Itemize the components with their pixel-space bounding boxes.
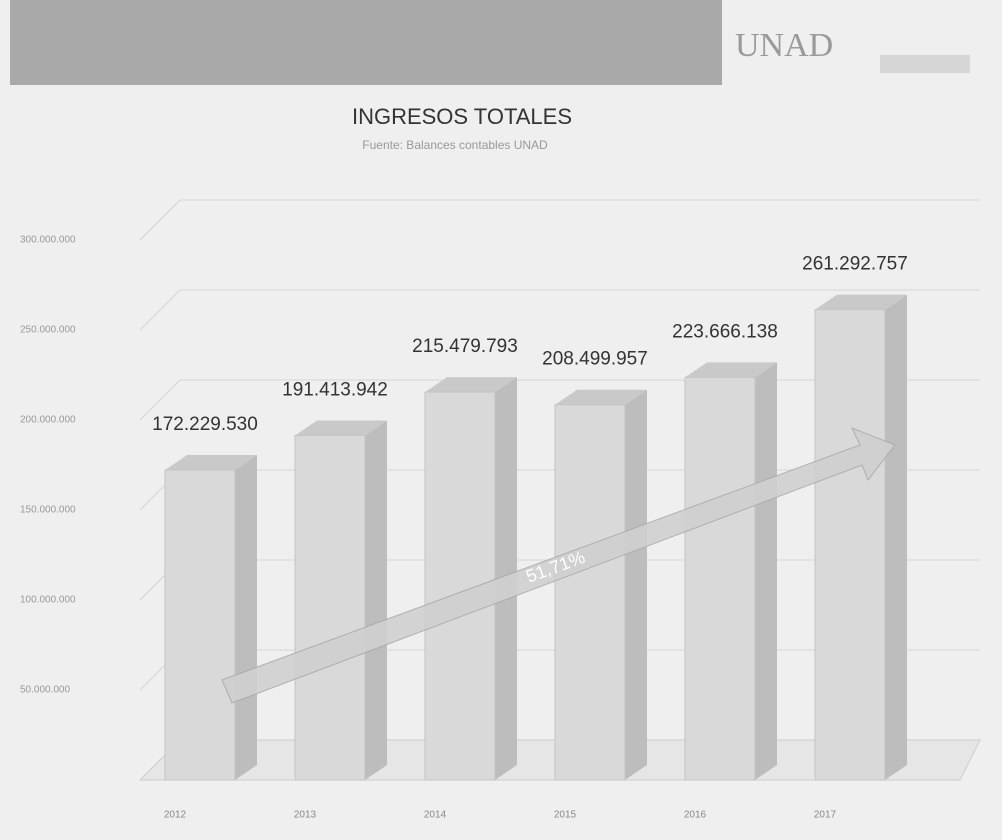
value-label: 223.666.138: [672, 321, 778, 342]
bar-top: [425, 377, 517, 393]
logo: UNAD: [735, 27, 833, 64]
value-label: 208.499.957: [542, 349, 648, 370]
value-label: 172.229.530: [152, 414, 258, 435]
logo-mark: [880, 55, 970, 73]
bar: [294, 434, 366, 781]
bar: [684, 376, 756, 781]
x-tick-label: 2014: [424, 810, 447, 821]
y-tick-label: 50.000.000: [20, 685, 70, 696]
bar: [164, 469, 236, 781]
x-tick-label: 2015: [554, 810, 577, 821]
value-label: 215.479.793: [412, 336, 518, 357]
bar-top: [295, 420, 387, 436]
bar-top: [555, 389, 647, 405]
y-tick-label: 250.000.000: [20, 325, 76, 336]
x-tick-label: 2012: [164, 810, 187, 821]
value-label: 191.413.942: [282, 379, 388, 400]
grid-line-side: [139, 199, 181, 241]
value-label: 261.292.757: [802, 254, 908, 275]
trend-arrow: [221, 427, 896, 704]
y-tick-label: 200.000.000: [20, 415, 76, 426]
chart-subtitle: Fuente: Balances contables UNAD: [362, 138, 548, 152]
y-tick-label: 100.000.000: [20, 595, 76, 606]
bar-side: [755, 362, 777, 780]
grid-line-side: [139, 379, 181, 421]
x-tick-label: 2016: [684, 810, 707, 821]
bar-side: [625, 389, 647, 780]
bar-side: [885, 294, 907, 780]
bar: [554, 404, 626, 781]
y-tick-label: 300.000.000: [20, 235, 76, 246]
x-tick-label: 2013: [294, 810, 317, 821]
bar-top: [685, 362, 777, 378]
x-tick-label: 2017: [814, 810, 837, 821]
bar-side: [365, 420, 387, 780]
grid-line-side: [139, 289, 181, 331]
bar-top: [165, 454, 257, 470]
bar-top: [815, 294, 907, 310]
chart-title: INGRESOS TOTALES: [352, 104, 572, 129]
bar-side: [235, 454, 257, 780]
header-banner: [10, 0, 722, 85]
bar: [814, 309, 886, 781]
y-tick-label: 150.000.000: [20, 505, 76, 516]
